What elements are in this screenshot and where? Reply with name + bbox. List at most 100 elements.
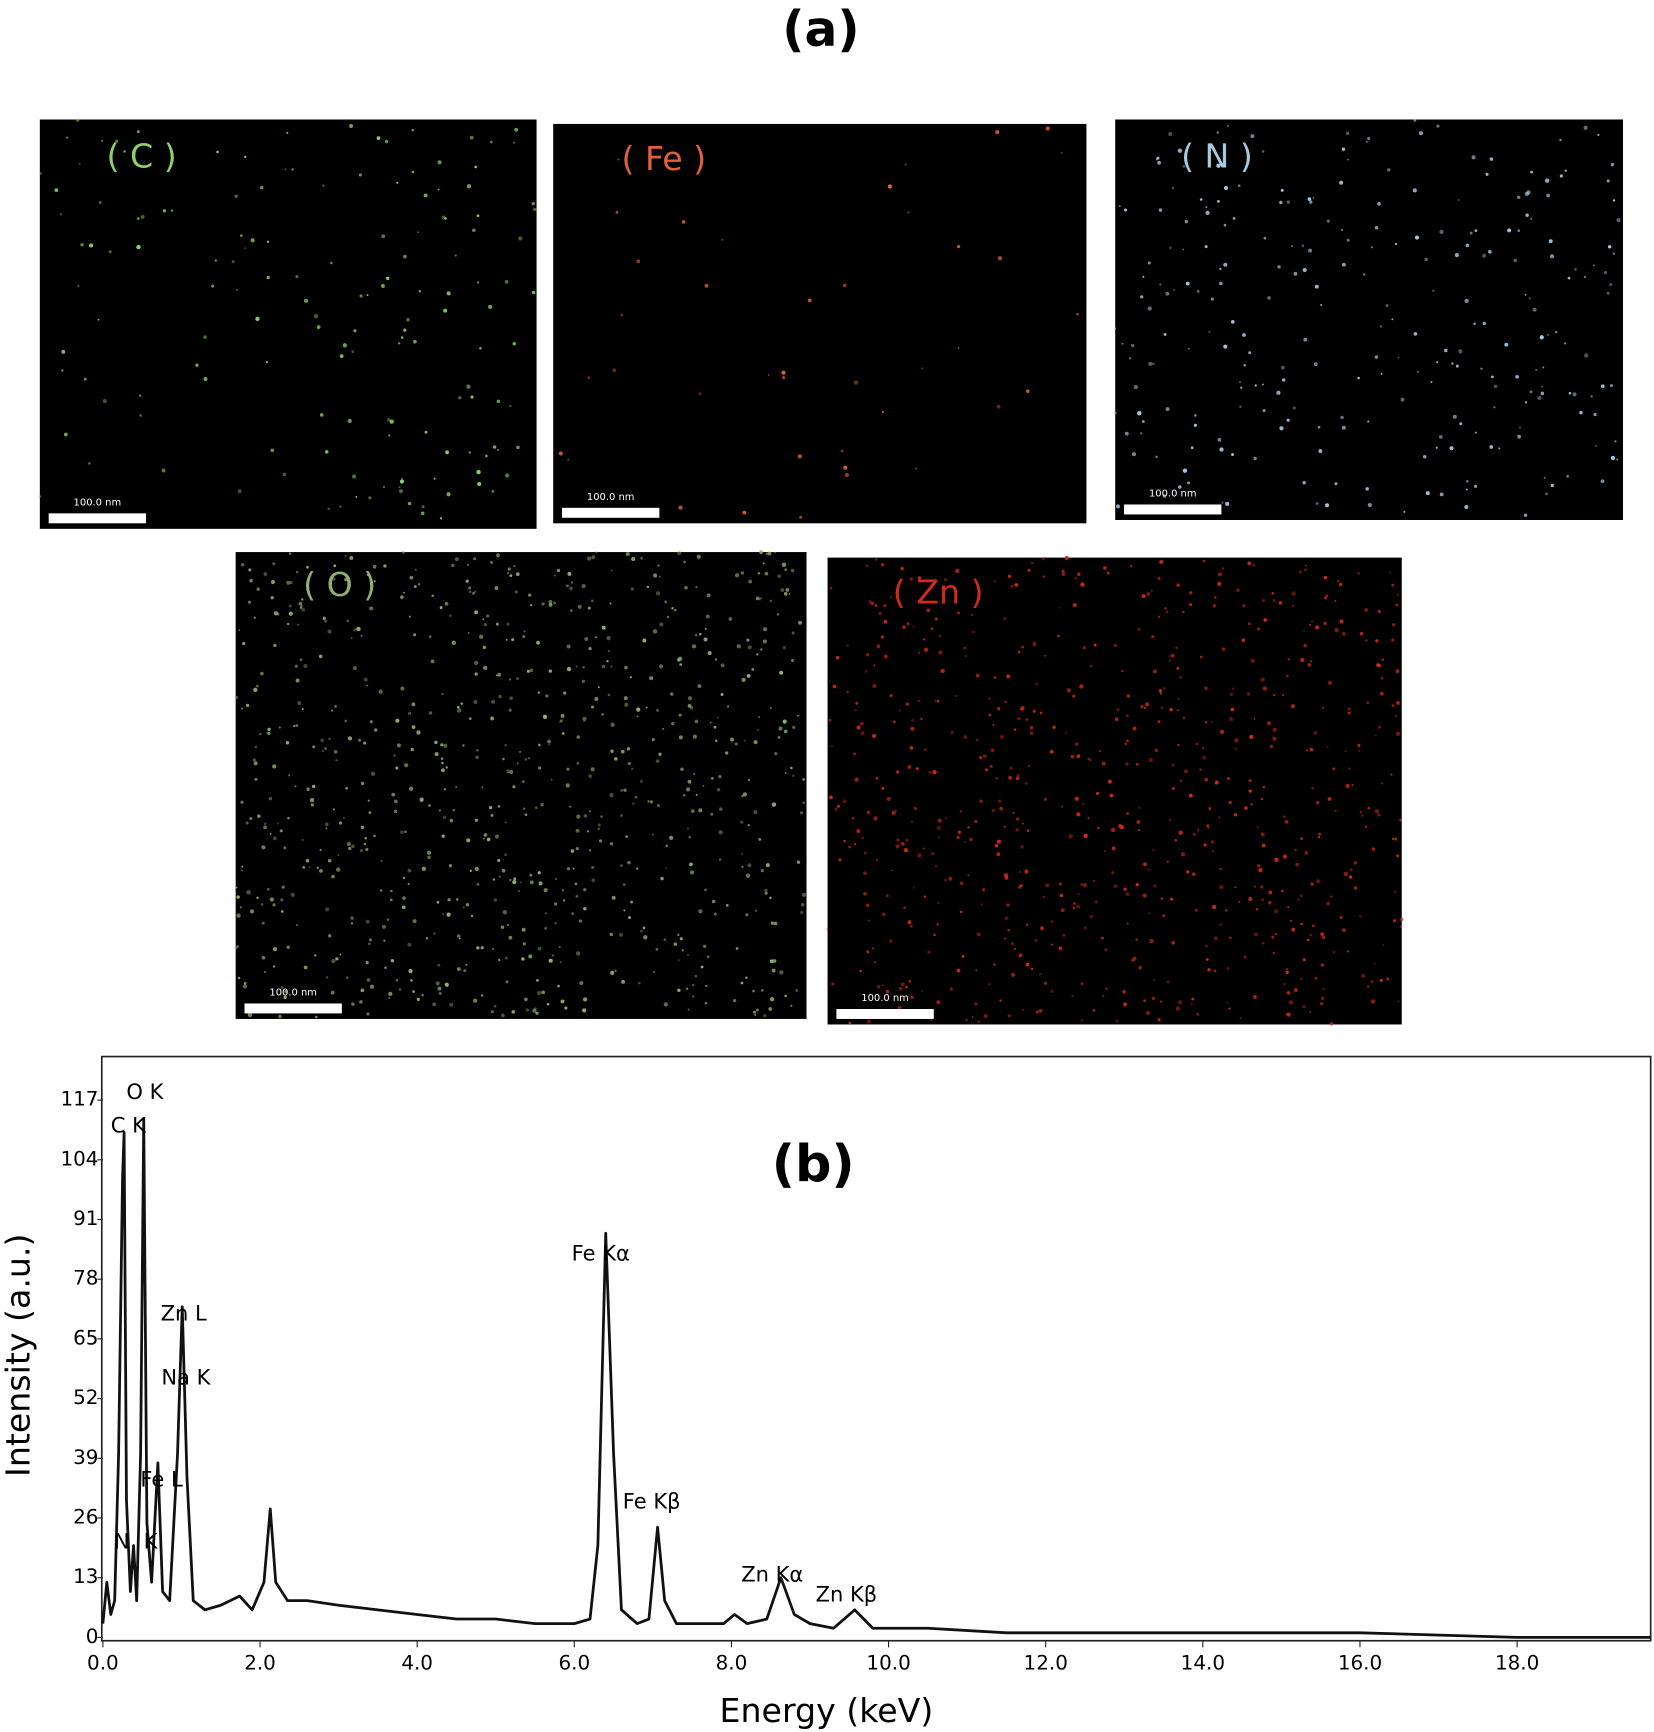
map-dot [629, 676, 632, 679]
map-dot [253, 761, 258, 766]
map-dot [607, 693, 611, 697]
map-dot [363, 677, 368, 682]
map-dot [252, 758, 256, 762]
map-dot [494, 586, 499, 590]
map-dot [407, 501, 412, 506]
map-dot [1082, 646, 1087, 650]
map-dot [1267, 900, 1272, 905]
map-dot [1189, 603, 1193, 607]
map-dot [348, 846, 352, 851]
map-dot [595, 551, 598, 553]
map-dot [851, 817, 854, 820]
map-dot [376, 136, 381, 140]
map-dot [1394, 837, 1398, 841]
map-dot [1006, 903, 1010, 907]
map-dot [77, 284, 80, 288]
map-dot [1136, 820, 1141, 825]
map-dot [886, 796, 891, 801]
map-dot [1153, 884, 1157, 888]
map-dot [910, 820, 914, 823]
map-dot [1239, 1017, 1242, 1020]
chart-title: (b) [772, 1135, 855, 1194]
map-dot [476, 749, 479, 752]
map-dot [509, 678, 512, 681]
map-dot [263, 825, 267, 830]
map-dot [1146, 591, 1151, 596]
map-dot [1597, 133, 1600, 136]
map-dot [1285, 1013, 1288, 1016]
map-dot [1157, 1017, 1161, 1022]
map-dot [626, 747, 631, 751]
map-dot [474, 165, 477, 169]
map-dot [1070, 754, 1075, 759]
map-dot [647, 800, 650, 803]
map-dot [1308, 248, 1313, 253]
map-dot [203, 335, 207, 339]
map-dot [501, 1013, 505, 1018]
map-dot [384, 966, 387, 969]
map-dot [524, 997, 528, 1002]
map-dot [762, 562, 765, 565]
map-dot [1274, 857, 1279, 863]
map-dot [418, 290, 422, 293]
map-dot [1204, 777, 1209, 782]
map-dot [322, 184, 325, 187]
map-dot [630, 900, 634, 904]
map-dot [936, 1000, 941, 1005]
map-dot [1529, 390, 1533, 394]
map-dot [1329, 1022, 1334, 1026]
map-dot [327, 507, 331, 511]
map-dot [441, 215, 446, 220]
map-dot [490, 813, 494, 817]
map-dot [747, 824, 750, 827]
map-dot [509, 770, 514, 775]
map-dot [516, 762, 519, 765]
map-dot [792, 774, 795, 778]
scale-label: 100.0 nm [1149, 488, 1197, 499]
map-dot [1542, 366, 1545, 369]
map-dot [1178, 675, 1183, 680]
map-dot [1300, 922, 1303, 926]
map-dot [779, 970, 784, 975]
map-dot [703, 637, 708, 642]
map-dot [390, 889, 393, 893]
map-dot [1480, 367, 1483, 370]
map-dot [495, 553, 501, 558]
map-dot [876, 859, 878, 862]
map-dot [865, 564, 869, 568]
map-dot [1077, 893, 1080, 896]
map-dot [689, 705, 694, 710]
map-dot [335, 759, 338, 762]
map-dot [1248, 789, 1252, 793]
map-dot [1600, 479, 1605, 484]
map-dot [369, 606, 374, 611]
map-dot [1282, 854, 1288, 859]
map-dot [1353, 886, 1358, 890]
map-dot [640, 929, 643, 933]
map-dot [710, 812, 714, 816]
map-dot [938, 836, 941, 839]
map-dot [353, 628, 357, 632]
map-dot [1280, 365, 1285, 370]
map-dot [1205, 958, 1209, 961]
map-dot [403, 830, 407, 834]
map-dot [358, 738, 362, 742]
map-dot [566, 666, 572, 672]
map-dot [1118, 824, 1123, 828]
map-dot [1025, 718, 1029, 721]
map-dot [1321, 706, 1325, 710]
map-dot [1464, 505, 1469, 510]
map-dot [1320, 932, 1324, 936]
map-dot [1572, 392, 1577, 397]
map-dot [575, 665, 578, 668]
map-dot [277, 822, 280, 825]
map-dot [1017, 650, 1021, 654]
map-dot [431, 594, 434, 598]
map-dot [409, 575, 414, 580]
peak-label: Fe L [140, 1466, 183, 1491]
map-dot [1584, 353, 1589, 358]
map-dot [456, 934, 461, 938]
map-dot [1310, 882, 1314, 886]
map-dot [1231, 453, 1234, 456]
map-dot [1341, 262, 1346, 267]
